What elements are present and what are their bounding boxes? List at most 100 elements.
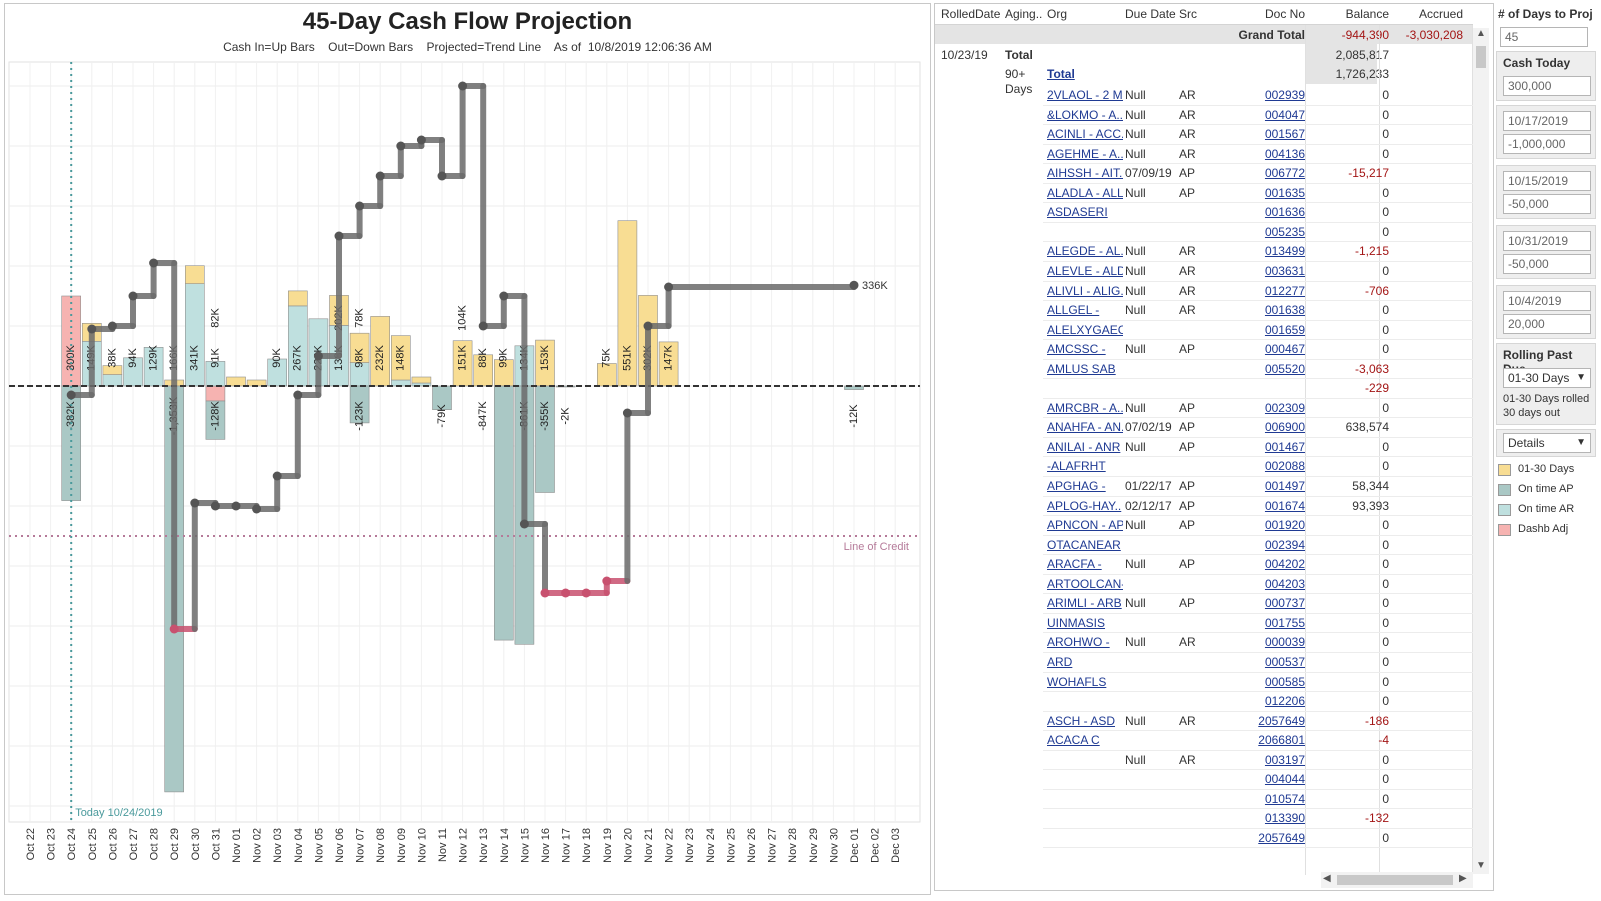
doc-no-link[interactable]: 001659 <box>1264 322 1305 337</box>
scroll-right-icon[interactable]: ▶ <box>1459 873 1467 884</box>
org-link[interactable]: AIHSSH - AIT.. <box>1047 166 1123 181</box>
column-header-src[interactable]: Src <box>1179 7 1197 21</box>
org-link[interactable]: &LOKMO - A.. <box>1047 107 1123 122</box>
org-link[interactable]: AMLUS SAB <box>1047 361 1116 376</box>
org-link[interactable]: APGHAG - <box>1047 479 1106 493</box>
doc-no-link[interactable]: 004203 <box>1264 576 1305 591</box>
adjustment-1-date-input[interactable] <box>1503 111 1591 131</box>
column-header-org[interactable]: Org <box>1047 7 1068 21</box>
scroll-up-icon[interactable]: ▲ <box>1476 28 1486 39</box>
horizontal-scrollbar[interactable]: ◀ ▶ <box>1321 872 1473 888</box>
doc-no-link[interactable]: 000537 <box>1264 654 1305 669</box>
column-header-aging[interactable]: Aging.. <box>1005 7 1043 21</box>
doc-no-link[interactable]: 013499 <box>1264 244 1305 259</box>
row-divider <box>1043 808 1473 810</box>
column-header-balance[interactable]: Balance <box>1345 7 1389 21</box>
details-dropdown[interactable]: Details ▼ <box>1503 433 1591 453</box>
column-header-rolled-date[interactable]: RolledDate <box>941 7 1001 21</box>
doc-no-link[interactable]: 004136 <box>1264 146 1305 161</box>
org-link[interactable]: AGEHME - A.. <box>1047 146 1123 161</box>
header-divider <box>935 24 1473 25</box>
days-to-project-input[interactable] <box>1500 27 1588 47</box>
org-link[interactable]: 2VLAOL - 2 M.. <box>1047 88 1123 102</box>
org-link[interactable]: AROHWO - <box>1047 635 1110 650</box>
adjustment-4-amount-input[interactable] <box>1503 314 1591 334</box>
doc-no-link[interactable]: 003631 <box>1264 263 1305 278</box>
doc-no-link[interactable]: 001755 <box>1264 615 1305 630</box>
org-link[interactable]: APLOG-HAY.. <box>1047 498 1122 513</box>
vertical-scrollbar[interactable]: ▲ ▼ <box>1473 28 1489 874</box>
org-link[interactable]: ASCH - ASD <box>1047 713 1116 728</box>
doc-no-link[interactable]: 004202 <box>1264 557 1305 572</box>
doc-no-link[interactable]: 000039 <box>1264 635 1305 650</box>
doc-no-link[interactable]: 005520 <box>1264 361 1305 376</box>
org-link[interactable]: APNCON - AP <box>1047 518 1123 533</box>
org-link[interactable]: ALADLA - ALLA <box>1047 185 1123 200</box>
org-link[interactable]: ANILAI - ANR <box>1047 439 1121 454</box>
adjustment-1-amount-input[interactable] <box>1503 134 1591 154</box>
org-link[interactable]: WOHAFLS <box>1047 674 1107 689</box>
doc-no-link[interactable]: 006772 <box>1264 166 1305 181</box>
doc-no-link[interactable]: 002088 <box>1264 459 1305 474</box>
doc-no-link[interactable]: 002394 <box>1264 537 1305 552</box>
org-link[interactable]: ALELXYGAECC <box>1047 322 1123 337</box>
adjustment-2-date-input[interactable] <box>1503 171 1591 191</box>
org-link[interactable]: ANAHFA - AN.. <box>1047 420 1123 435</box>
doc-no-link[interactable]: 003197 <box>1264 752 1305 767</box>
column-header-accrued[interactable]: Accrued <box>1418 7 1463 21</box>
rolling-past-due-dropdown[interactable]: 01-30 Days ▼ <box>1503 368 1591 388</box>
adjustment-3-amount-input[interactable] <box>1503 254 1591 274</box>
org-link[interactable]: ARTOOLCAN-.. <box>1047 576 1123 591</box>
doc-no-link[interactable]: 006900 <box>1264 420 1305 435</box>
doc-no-link[interactable]: 002939 <box>1264 88 1305 102</box>
doc-no-link[interactable]: 012277 <box>1264 283 1305 298</box>
doc-no-link[interactable]: 2057649 <box>1258 713 1305 728</box>
org-link[interactable]: ARD <box>1047 654 1073 669</box>
scroll-left-icon[interactable]: ◀ <box>1323 873 1331 884</box>
org-link[interactable]: ACINLI - ACC.. <box>1047 127 1123 142</box>
org-link[interactable]: ACACA C <box>1047 733 1100 748</box>
org-link[interactable]: ASDASERI <box>1047 205 1108 220</box>
org-link[interactable]: ALIVLI - ALIG.. <box>1047 283 1123 298</box>
doc-no-link[interactable]: 001674 <box>1264 498 1305 513</box>
org-link[interactable]: UINMASIS <box>1047 615 1106 630</box>
column-header-due-date[interactable]: Due Date <box>1125 7 1176 21</box>
doc-no-link[interactable]: 001567 <box>1264 127 1305 142</box>
org-link[interactable]: -ALAFRHT <box>1047 459 1106 474</box>
doc-no-link[interactable]: 012206 <box>1264 694 1305 709</box>
org-link[interactable]: ALLGEL - <box>1047 303 1100 318</box>
scroll-down-icon[interactable]: ▼ <box>1476 860 1486 871</box>
org-link[interactable]: ALEVLE - ALD.. <box>1047 263 1123 278</box>
org-link[interactable]: AMCSSC - <box>1047 342 1106 357</box>
doc-no-link[interactable]: 000467 <box>1264 342 1305 357</box>
org-link[interactable]: ARIMLI - ARB <box>1047 596 1122 611</box>
doc-no-link[interactable]: 004044 <box>1264 772 1305 787</box>
doc-no-link[interactable]: 001920 <box>1264 518 1305 533</box>
doc-no-link[interactable]: 2066801 <box>1258 733 1305 748</box>
vertical-scroll-thumb[interactable] <box>1476 46 1486 68</box>
doc-no-link[interactable]: 013390 <box>1264 811 1305 826</box>
org-link[interactable]: OTACANEAR <box>1047 537 1121 552</box>
doc-no-link[interactable]: 2057649 <box>1258 830 1305 845</box>
doc-no-link[interactable]: 004047 <box>1264 107 1305 122</box>
org-link[interactable]: ALEGDE - AL.. <box>1047 244 1123 259</box>
doc-no-link[interactable]: 001467 <box>1264 439 1305 454</box>
subtotal-label[interactable]: Total <box>1047 67 1075 81</box>
column-header-doc-no[interactable]: Doc No <box>1264 7 1305 21</box>
cash-today-input[interactable] <box>1503 76 1591 96</box>
doc-no-link[interactable]: 002309 <box>1264 400 1305 415</box>
horizontal-scroll-thumb[interactable] <box>1337 875 1453 885</box>
doc-no-link[interactable]: 001638 <box>1264 303 1305 318</box>
doc-no-link[interactable]: 000585 <box>1264 674 1305 689</box>
org-link[interactable]: ARACFA - <box>1047 557 1102 572</box>
adjustment-3-date-input[interactable] <box>1503 231 1591 251</box>
org-link[interactable]: AMRCBR - A.. <box>1047 400 1123 415</box>
adjustment-2-amount-input[interactable] <box>1503 194 1591 214</box>
doc-no-link[interactable]: 010574 <box>1264 791 1305 806</box>
doc-no-link[interactable]: 001635 <box>1264 185 1305 200</box>
adjustment-4-date-input[interactable] <box>1503 291 1591 311</box>
doc-no-link[interactable]: 001497 <box>1264 479 1305 493</box>
doc-no-link[interactable]: 005235 <box>1264 224 1305 239</box>
doc-no-link[interactable]: 000737 <box>1264 596 1305 611</box>
doc-no-link[interactable]: 001636 <box>1264 205 1305 220</box>
